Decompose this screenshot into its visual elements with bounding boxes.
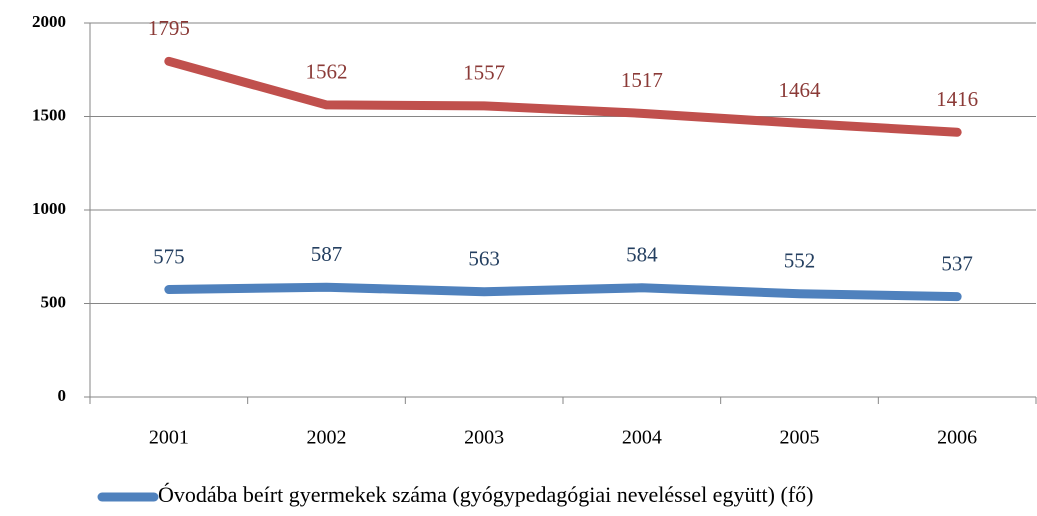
series-line xyxy=(164,56,962,137)
x-tick-label: 2003 xyxy=(464,427,504,449)
x-tick-label: 2006 xyxy=(937,427,977,449)
data-label: 584 xyxy=(626,243,658,267)
legend-label: Óvodába beírt gyermekek száma (gyógypeda… xyxy=(158,482,813,507)
data-label: 1517 xyxy=(621,68,663,92)
data-label: 563 xyxy=(468,247,500,271)
data-label: 1464 xyxy=(779,78,822,102)
series-line xyxy=(164,282,962,302)
y-tick-label: 0 xyxy=(58,386,67,405)
data-label: 1416 xyxy=(936,87,978,111)
y-tick-label: 1000 xyxy=(32,199,66,218)
x-tick-label: 2002 xyxy=(307,427,347,449)
y-tick-label: 2000 xyxy=(32,12,66,31)
data-label: 552 xyxy=(784,249,816,273)
data-label: 1557 xyxy=(463,61,505,85)
x-tick-label: 2001 xyxy=(149,427,189,449)
y-tick-label: 1500 xyxy=(32,105,66,124)
data-label: 1795 xyxy=(148,16,190,40)
data-label: 575 xyxy=(153,244,185,268)
data-label: 537 xyxy=(941,251,973,275)
x-tick-label: 2005 xyxy=(780,427,820,449)
y-tick-label: 500 xyxy=(41,292,67,311)
data-label: 1562 xyxy=(306,60,348,84)
x-tick-label: 2004 xyxy=(622,427,662,449)
data-label: 587 xyxy=(311,242,343,266)
